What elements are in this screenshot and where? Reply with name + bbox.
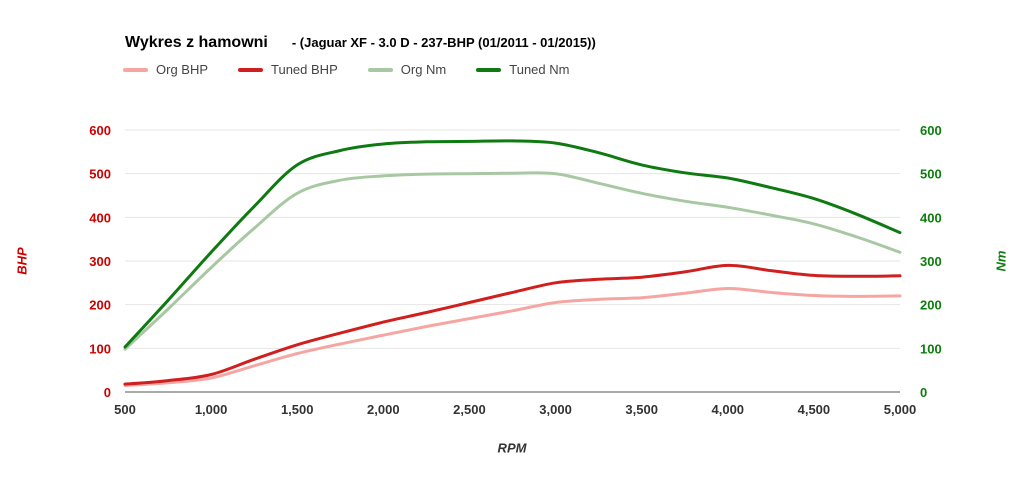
x-axis-tick: 3,000 — [539, 402, 572, 417]
y-axis-left-tick: 500 — [89, 167, 111, 182]
x-axis-tick: 2,000 — [367, 402, 400, 417]
y-axis-left-tick: 600 — [89, 123, 111, 138]
legend-item-org-bhp: Org BHP — [123, 62, 208, 77]
legend-label-tuned-nm: Tuned Nm — [509, 62, 570, 77]
y-axis-right-tick: 500 — [920, 167, 942, 182]
chart-title-sub: - (Jaguar XF - 3.0 D - 237-BHP (01/2011 … — [291, 35, 596, 50]
legend-label-tuned-bhp: Tuned BHP — [271, 62, 338, 77]
legend-item-org-nm: Org Nm — [367, 62, 447, 77]
y-axis-left-tick: 100 — [89, 341, 111, 356]
legend-label-org-bhp: Org BHP — [156, 62, 209, 77]
x-axis-title: RPM — [497, 440, 527, 456]
y-axis-left-tick: 300 — [89, 254, 111, 269]
series-line-tuned-bhp — [123, 263, 902, 386]
y-axis-left-title: BHP — [14, 247, 30, 275]
legend-swatch-tuned-bhp-icon — [238, 67, 264, 72]
legend-label-org-nm: Org Nm — [400, 62, 447, 77]
legend-item-tuned-nm: Tuned Nm — [476, 62, 569, 77]
x-axis-tick: 3,500 — [625, 402, 658, 417]
y-axis-right-tick: 600 — [920, 123, 942, 138]
y-axis-right-title: Nm — [993, 250, 1009, 272]
y-axis-left-tick: 0 — [104, 385, 111, 400]
y-axis-right-tick: 300 — [920, 254, 942, 269]
legend-swatch-org-nm-icon — [367, 67, 393, 72]
x-axis-tick: 5,000 — [884, 402, 917, 417]
y-axis-right-tick: 0 — [920, 385, 927, 400]
x-axis-tick: 500 — [114, 402, 136, 417]
y-axis-right-tick: 100 — [920, 341, 942, 356]
x-axis-tick: 4,000 — [712, 402, 745, 417]
y-axis-right-tick: 400 — [920, 210, 942, 225]
chart-title-main: Wykres z hamowni — [125, 34, 268, 51]
y-axis-right-tick: 200 — [920, 298, 942, 313]
y-axis-left-tick: 200 — [89, 298, 111, 313]
x-axis-tick: 1,000 — [195, 402, 228, 417]
series-line-org-nm — [123, 171, 902, 351]
series-line-tuned-nm — [123, 139, 902, 349]
chart-legend: Org BHP Tuned BHP Org Nm Tuned Nm — [123, 62, 569, 77]
legend-swatch-org-bhp-icon — [123, 67, 148, 72]
x-axis-tick: 2,500 — [453, 402, 486, 417]
legend-item-tuned-bhp: Tuned BHP — [238, 62, 338, 77]
y-axis-left-tick: 400 — [89, 210, 111, 225]
x-axis-tick: 1,500 — [281, 402, 314, 417]
legend-swatch-tuned-nm-icon — [476, 67, 502, 72]
chart-title: Wykres z hamowni - (Jaguar XF - 3.0 D - … — [125, 34, 596, 52]
series-line-org-bhp — [123, 286, 902, 387]
x-axis-tick: 4,500 — [798, 402, 831, 417]
